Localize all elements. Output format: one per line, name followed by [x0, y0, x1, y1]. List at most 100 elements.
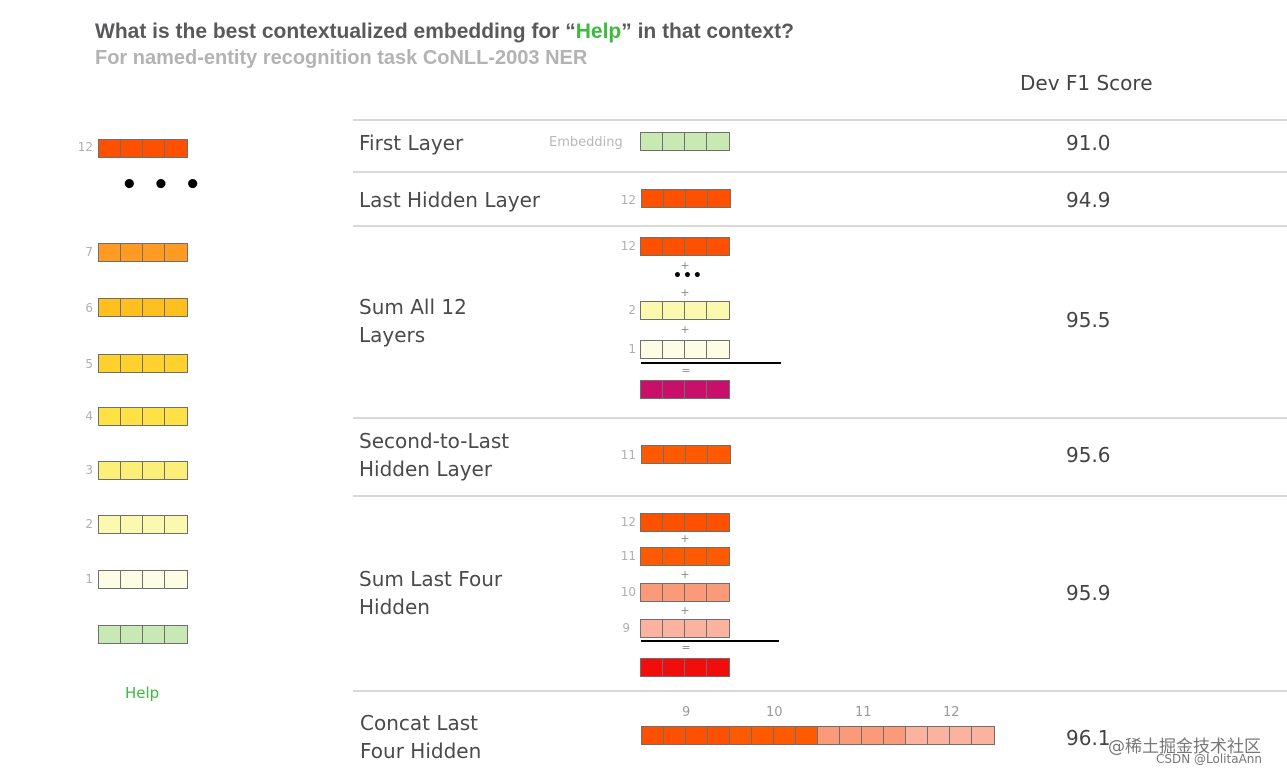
row-label-line: Second-to-Last: [359, 429, 510, 453]
layer-number: 11: [620, 549, 636, 563]
layer-2-vector: [640, 301, 730, 320]
concat-cell: [664, 727, 686, 744]
stack-layer-number: 7: [85, 245, 93, 259]
score-sum-all-12: 95.5: [1066, 308, 1111, 332]
layer-number: 1: [628, 342, 636, 356]
concat-cell: [642, 727, 664, 744]
sum-result-vector: [640, 380, 730, 399]
row-divider: [353, 417, 1287, 419]
layer-number: 12: [620, 193, 636, 207]
plus-sign: +: [680, 259, 690, 272]
concat-cell: [840, 727, 862, 744]
score-concat-last-four: 96.1: [1066, 726, 1111, 750]
row-label-concat-last-four: Concat Last Four Hidden: [360, 709, 481, 765]
row-label-sum-all-12: Sum All 12 Layers: [359, 293, 467, 349]
concat-cell: [796, 727, 818, 744]
stack-layer-vector: [98, 461, 188, 480]
stack-layer-number: 3: [85, 463, 93, 477]
layer-number: 10: [620, 585, 636, 599]
layer-1-vector: [640, 340, 730, 359]
equals-sign: =: [681, 364, 691, 377]
concat-cell: [686, 727, 708, 744]
plus-sign: +: [680, 323, 690, 336]
row-label-line: Four Hidden: [360, 739, 482, 763]
stack-layer-number: 5: [85, 357, 93, 371]
sum-line: [641, 362, 781, 364]
row-label-line: Sum Last Four: [359, 567, 503, 591]
layer-number: 11: [620, 448, 636, 462]
layer-12-vector: [640, 513, 730, 532]
score-column-header: Dev F1 Score: [1020, 71, 1153, 95]
equals-sign: =: [681, 641, 691, 654]
row-divider: [353, 171, 1287, 173]
stack-layer-vector: [98, 570, 188, 589]
plus-sign: +: [680, 286, 690, 299]
concat-cell: [884, 727, 906, 744]
title-text-start: What is the best contextualized embeddin…: [95, 20, 576, 43]
concat-cell: [906, 727, 928, 744]
concat-cell: [928, 727, 950, 744]
watermark-credit: CSDN @LolitaAnn: [1156, 752, 1262, 766]
token-label: Help: [125, 684, 160, 702]
score-second-to-last: 95.6: [1066, 443, 1111, 467]
title-highlight-word: Help: [575, 20, 622, 43]
stack-layer-vector: [98, 407, 188, 426]
layer-12-vector: [641, 189, 731, 208]
plus-sign: +: [680, 532, 690, 545]
stack-layer-vector: [98, 243, 188, 262]
row-label-first-layer: First Layer: [359, 131, 464, 155]
embedding-vector: [640, 132, 730, 151]
layer-10-vector: [640, 583, 730, 602]
row-label-line: Concat Last: [360, 711, 478, 735]
watermark: @稀土掘金技术社区: [1108, 737, 1261, 757]
stack-layer-number: 2: [85, 517, 93, 531]
embedding-label: Embedding: [549, 135, 623, 150]
layer-number: 12: [620, 515, 636, 529]
concat-layer-number: 12: [943, 705, 960, 720]
stack-layer-number: 1: [85, 572, 93, 586]
concat-layer-number: 9: [682, 705, 691, 720]
row-label-line: Sum All 12: [359, 295, 467, 319]
stack-layer-vector: [98, 139, 188, 158]
layer-number: 12: [620, 239, 636, 253]
row-label-line: Hidden Layer: [359, 457, 493, 481]
concat-cell: [730, 727, 752, 744]
concat-cell: [950, 727, 972, 744]
concat-layer-number: 11: [855, 705, 872, 720]
layer-number: 2: [628, 303, 636, 317]
sum-result-vector: [640, 658, 730, 677]
sum-line: [641, 640, 779, 642]
concat-vector: [641, 726, 995, 745]
row-label-last-hidden-layer: Last Hidden Layer: [359, 188, 541, 212]
stack-layer-number: 6: [85, 301, 93, 315]
concat-cell: [752, 727, 774, 744]
row-label-line: Hidden: [359, 595, 430, 619]
ellipsis: •••: [673, 268, 703, 284]
row-divider: [353, 119, 1287, 121]
row-divider: [353, 225, 1287, 227]
layer-number: 9: [622, 621, 630, 635]
stack-layer-vector: [98, 515, 188, 534]
concat-layer-number: 10: [766, 705, 783, 720]
stack-layer-number: 4: [85, 409, 93, 423]
row-divider: [353, 495, 1287, 497]
row-label-second-to-last: Second-to-Last Hidden Layer: [359, 427, 509, 483]
concat-cell: [774, 727, 796, 744]
row-label-line: Layers: [359, 323, 426, 347]
layer-9-vector: [640, 619, 730, 638]
plus-sign: +: [680, 604, 690, 617]
score-last-hidden-layer: 94.9: [1066, 188, 1111, 212]
plus-sign: +: [680, 568, 690, 581]
stack-ellipsis: • • •: [121, 170, 204, 200]
concat-cell: [708, 727, 730, 744]
stack-embedding-vector: [98, 625, 188, 644]
layer-11-vector: [641, 445, 731, 464]
row-label-sum-last-four: Sum Last Four Hidden: [359, 565, 502, 621]
page-title: What is the best contextualized embeddin…: [95, 20, 794, 44]
score-first-layer: 91.0: [1066, 131, 1111, 155]
title-text-end: ” in that context?: [621, 20, 794, 43]
page-subtitle: For named-entity recognition task CoNLL-…: [95, 47, 588, 69]
row-divider: [353, 690, 1287, 692]
concat-cell: [862, 727, 884, 744]
score-sum-last-four: 95.9: [1066, 581, 1111, 605]
